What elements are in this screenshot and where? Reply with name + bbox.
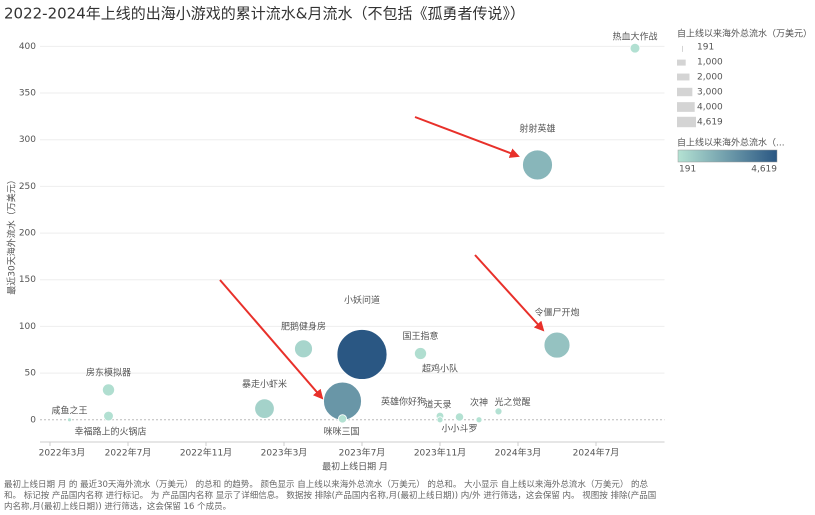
legend-size-swatch xyxy=(677,116,696,128)
footnote: 最初上线日期 月 的 最近30天海外流水（万美元） 的总和 的趋势。 颜色显示 … xyxy=(4,480,657,512)
arrow xyxy=(414,116,520,158)
point-label: 射射英雄 xyxy=(519,122,555,134)
legend-label: 4,619 xyxy=(751,165,777,175)
point-label: 热血大作战 xyxy=(612,31,657,43)
annotations xyxy=(219,116,545,400)
point-label: 咪咪三国 xyxy=(323,426,359,437)
color-scale xyxy=(677,149,778,163)
legend-label: 2,000 xyxy=(697,73,723,83)
bubble xyxy=(337,414,348,424)
bubble xyxy=(103,410,114,422)
bubble xyxy=(336,329,388,380)
bubble xyxy=(454,412,465,422)
bubble xyxy=(67,417,72,423)
chart: 2022-2024年上线的出海小游戏的累计流水&月流水（不包括《孤勇者传说》） … xyxy=(4,5,812,473)
legend-title: 自上线以来海外总流水（... xyxy=(677,137,785,149)
point-label: 咸鱼之王 xyxy=(51,404,87,416)
point-label: 暴走小虾米 xyxy=(242,378,287,390)
legend-label: 4,000 xyxy=(697,103,723,113)
arrow xyxy=(219,279,324,400)
legend-size-swatch xyxy=(682,45,683,52)
bubble xyxy=(543,331,571,359)
bubble xyxy=(254,398,275,419)
y-tick-label: 150 xyxy=(19,275,36,285)
point-label: 小妖问道 xyxy=(344,294,380,306)
x-tick-label: 2022年11月 xyxy=(180,447,232,459)
bubble xyxy=(629,42,641,54)
legend-size-swatch xyxy=(677,73,690,81)
point-label: 光之觉醒 xyxy=(494,396,530,408)
point-label: 英雄你好狗 xyxy=(381,396,426,408)
legend-label: 191 xyxy=(697,43,714,53)
point-label: 令僵尸开炮 xyxy=(534,307,579,319)
point-label: 小小斗罗 xyxy=(441,423,477,434)
legend-size-swatch xyxy=(677,59,686,66)
y-tick-label: 0 xyxy=(30,415,36,425)
y-tick-label: 400 xyxy=(19,42,36,52)
y-tick-label: 200 xyxy=(19,229,36,239)
legend-title: 自上线以来海外总流水（万美元） xyxy=(677,28,812,40)
point-label: 房东模拟器 xyxy=(86,366,131,378)
point-label: 次神 xyxy=(470,396,488,408)
bubble xyxy=(414,347,427,360)
point-label: 肥鹅健身房 xyxy=(281,320,326,332)
y-tick-label: 250 xyxy=(19,182,36,192)
legend-label: 1,000 xyxy=(697,58,723,68)
legend-size-swatch xyxy=(677,102,695,112)
x-tick-label: 2024年7月 xyxy=(573,447,620,459)
arrow xyxy=(474,254,545,332)
point-label: 幸福路上的火锅店 xyxy=(74,426,146,438)
legend-label: 4,619 xyxy=(697,118,723,128)
point-label: 道天录 xyxy=(424,399,451,411)
legend-label: 191 xyxy=(679,165,696,175)
y-tick-label: 50 xyxy=(25,369,37,379)
grid: 0 50 100 150 200 250 300 350 400 2022年3月 2022年7月 20… xyxy=(19,42,665,459)
point-label: 超鸡小队 xyxy=(422,362,458,374)
legend: 自上线以来海外总流水（万美元） 191 1,000 2,000 3,000 4,000 4,… xyxy=(677,28,812,175)
x-tick-label: 2022年3月 xyxy=(39,447,86,459)
bubble xyxy=(494,407,503,416)
x-tick-label: 2024年3月 xyxy=(495,447,542,459)
y-tick-label: 350 xyxy=(19,89,36,99)
chart-title: 2022-2024年上线的出海小游戏的累计流水&月流水（不包括《孤勇者传说》） xyxy=(4,5,525,23)
y-tick-label: 300 xyxy=(19,135,36,145)
bubble xyxy=(294,339,313,359)
bubble xyxy=(102,383,115,397)
bubble xyxy=(475,416,483,424)
bubble xyxy=(522,149,553,181)
x-tick-label: 2023年11月 xyxy=(414,447,466,459)
y-tick-label: 100 xyxy=(19,322,36,332)
legend-label: 3,000 xyxy=(697,88,723,98)
y-axis-label: 最近30天海外流水（万美元） xyxy=(6,175,18,294)
x-axis-label: 最初上线日期 月 xyxy=(322,461,388,473)
legend-size-swatch xyxy=(677,87,693,97)
x-tick-label: 2023年7月 xyxy=(339,447,386,459)
x-tick-label: 2022年7月 xyxy=(105,447,152,459)
x-tick-label: 2023年3月 xyxy=(261,447,308,459)
bubble xyxy=(436,416,444,424)
point-label: 国王指意 xyxy=(402,330,438,342)
